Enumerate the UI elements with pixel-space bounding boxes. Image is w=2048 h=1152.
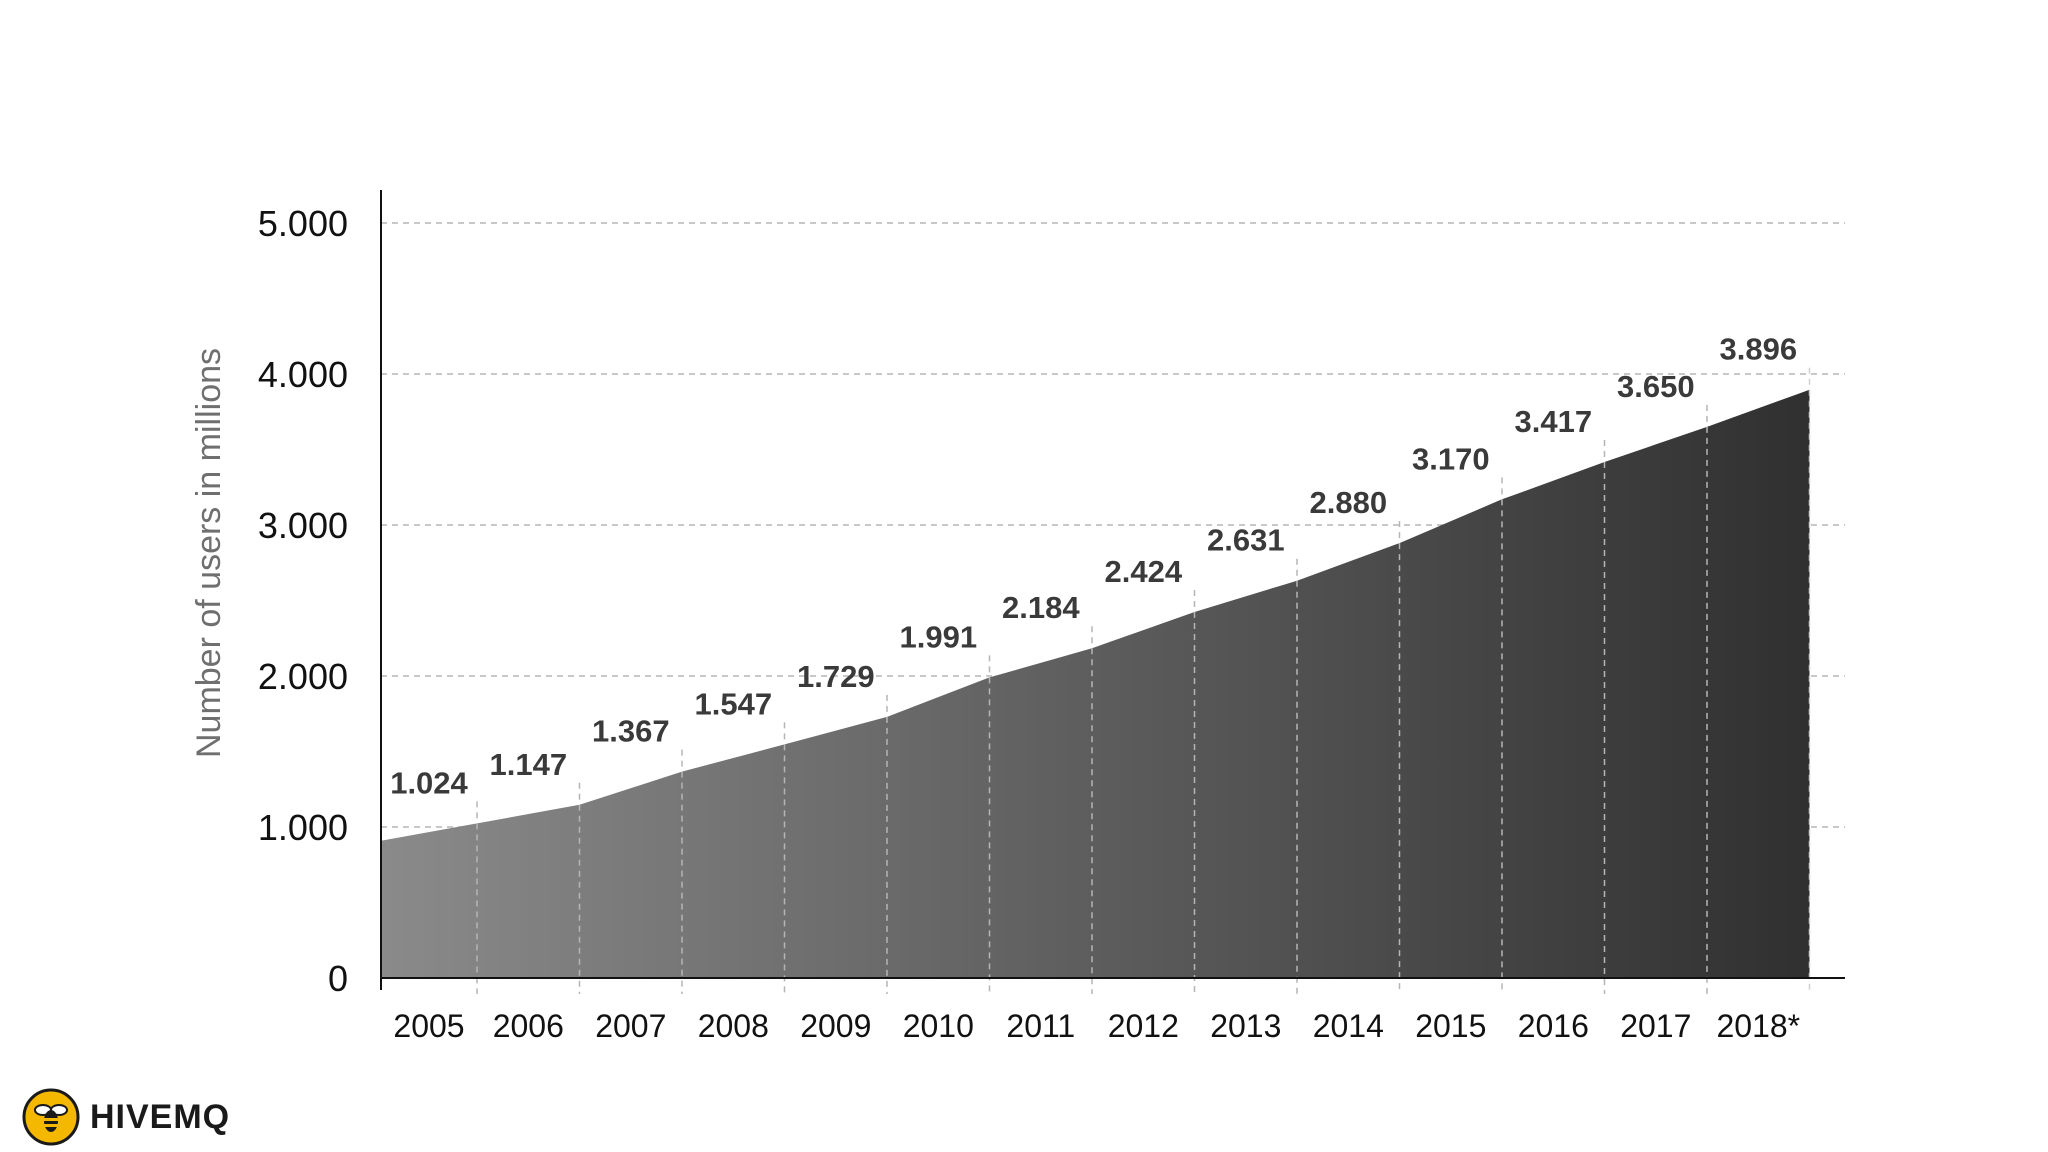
x-tick-label: 2013 [1210,1008,1281,1044]
data-label: 3.417 [1515,404,1593,439]
x-tick-label: 2017 [1620,1008,1691,1044]
bee-icon [22,1088,80,1146]
data-label: 3.896 [1720,332,1798,367]
x-tick-label: 2011 [1006,1008,1075,1044]
x-axis-ticks: 2005 2006 2007 2008 2009 2010 2011 2012 2013 2014… [393,1008,1800,1044]
x-tick-label: 2010 [903,1008,974,1044]
x-tick-label: 2015 [1415,1008,1486,1044]
y-axis-ticks: 0 1.000 2.000 3.000 4.000 5.000 [258,203,348,999]
x-tick-label: 2008 [698,1008,769,1044]
data-label: 3.170 [1412,441,1490,476]
x-tick-label: 2016 [1518,1008,1589,1044]
data-label: 2.631 [1207,523,1285,558]
y-tick-label: 4.000 [258,354,348,395]
area-series [381,389,1810,978]
y-tick-label: 5.000 [258,203,348,244]
x-tick-label: 2009 [800,1008,871,1044]
data-label: 2.184 [1002,590,1080,625]
x-tick-label: 2007 [595,1008,666,1044]
x-tick-label: 2018* [1716,1008,1800,1044]
x-tick-label: 2005 [393,1008,464,1044]
y-tick-label: 2.000 [258,656,348,697]
category-dashed-lines [476,367,1811,994]
x-tick-label: 2012 [1108,1008,1179,1044]
data-label: 1.367 [592,714,670,749]
data-label: 1.147 [490,747,568,782]
x-tick-label: 2014 [1313,1008,1384,1044]
x-tick-label: 2006 [493,1008,564,1044]
logo-text: HIVEMQ [90,1097,231,1136]
data-labels: 1.024 1.147 1.367 1.547 1.729 1.991 2.184 2.424… [390,332,1797,801]
data-label: 2.880 [1310,485,1388,520]
y-tick-label: 1.000 [258,807,348,848]
data-label: 1.991 [900,619,978,654]
y-axis-label: Number of users in millions [190,348,228,758]
data-label: 1.024 [390,765,468,800]
data-label: 3.650 [1617,369,1695,404]
data-label: 1.729 [797,659,875,694]
hivemq-logo: HIVEMQ [22,1086,230,1148]
y-tick-label: 0 [328,958,348,999]
y-tick-label: 3.000 [258,505,348,546]
data-label: 2.424 [1105,554,1183,589]
data-label: 1.547 [695,686,773,721]
